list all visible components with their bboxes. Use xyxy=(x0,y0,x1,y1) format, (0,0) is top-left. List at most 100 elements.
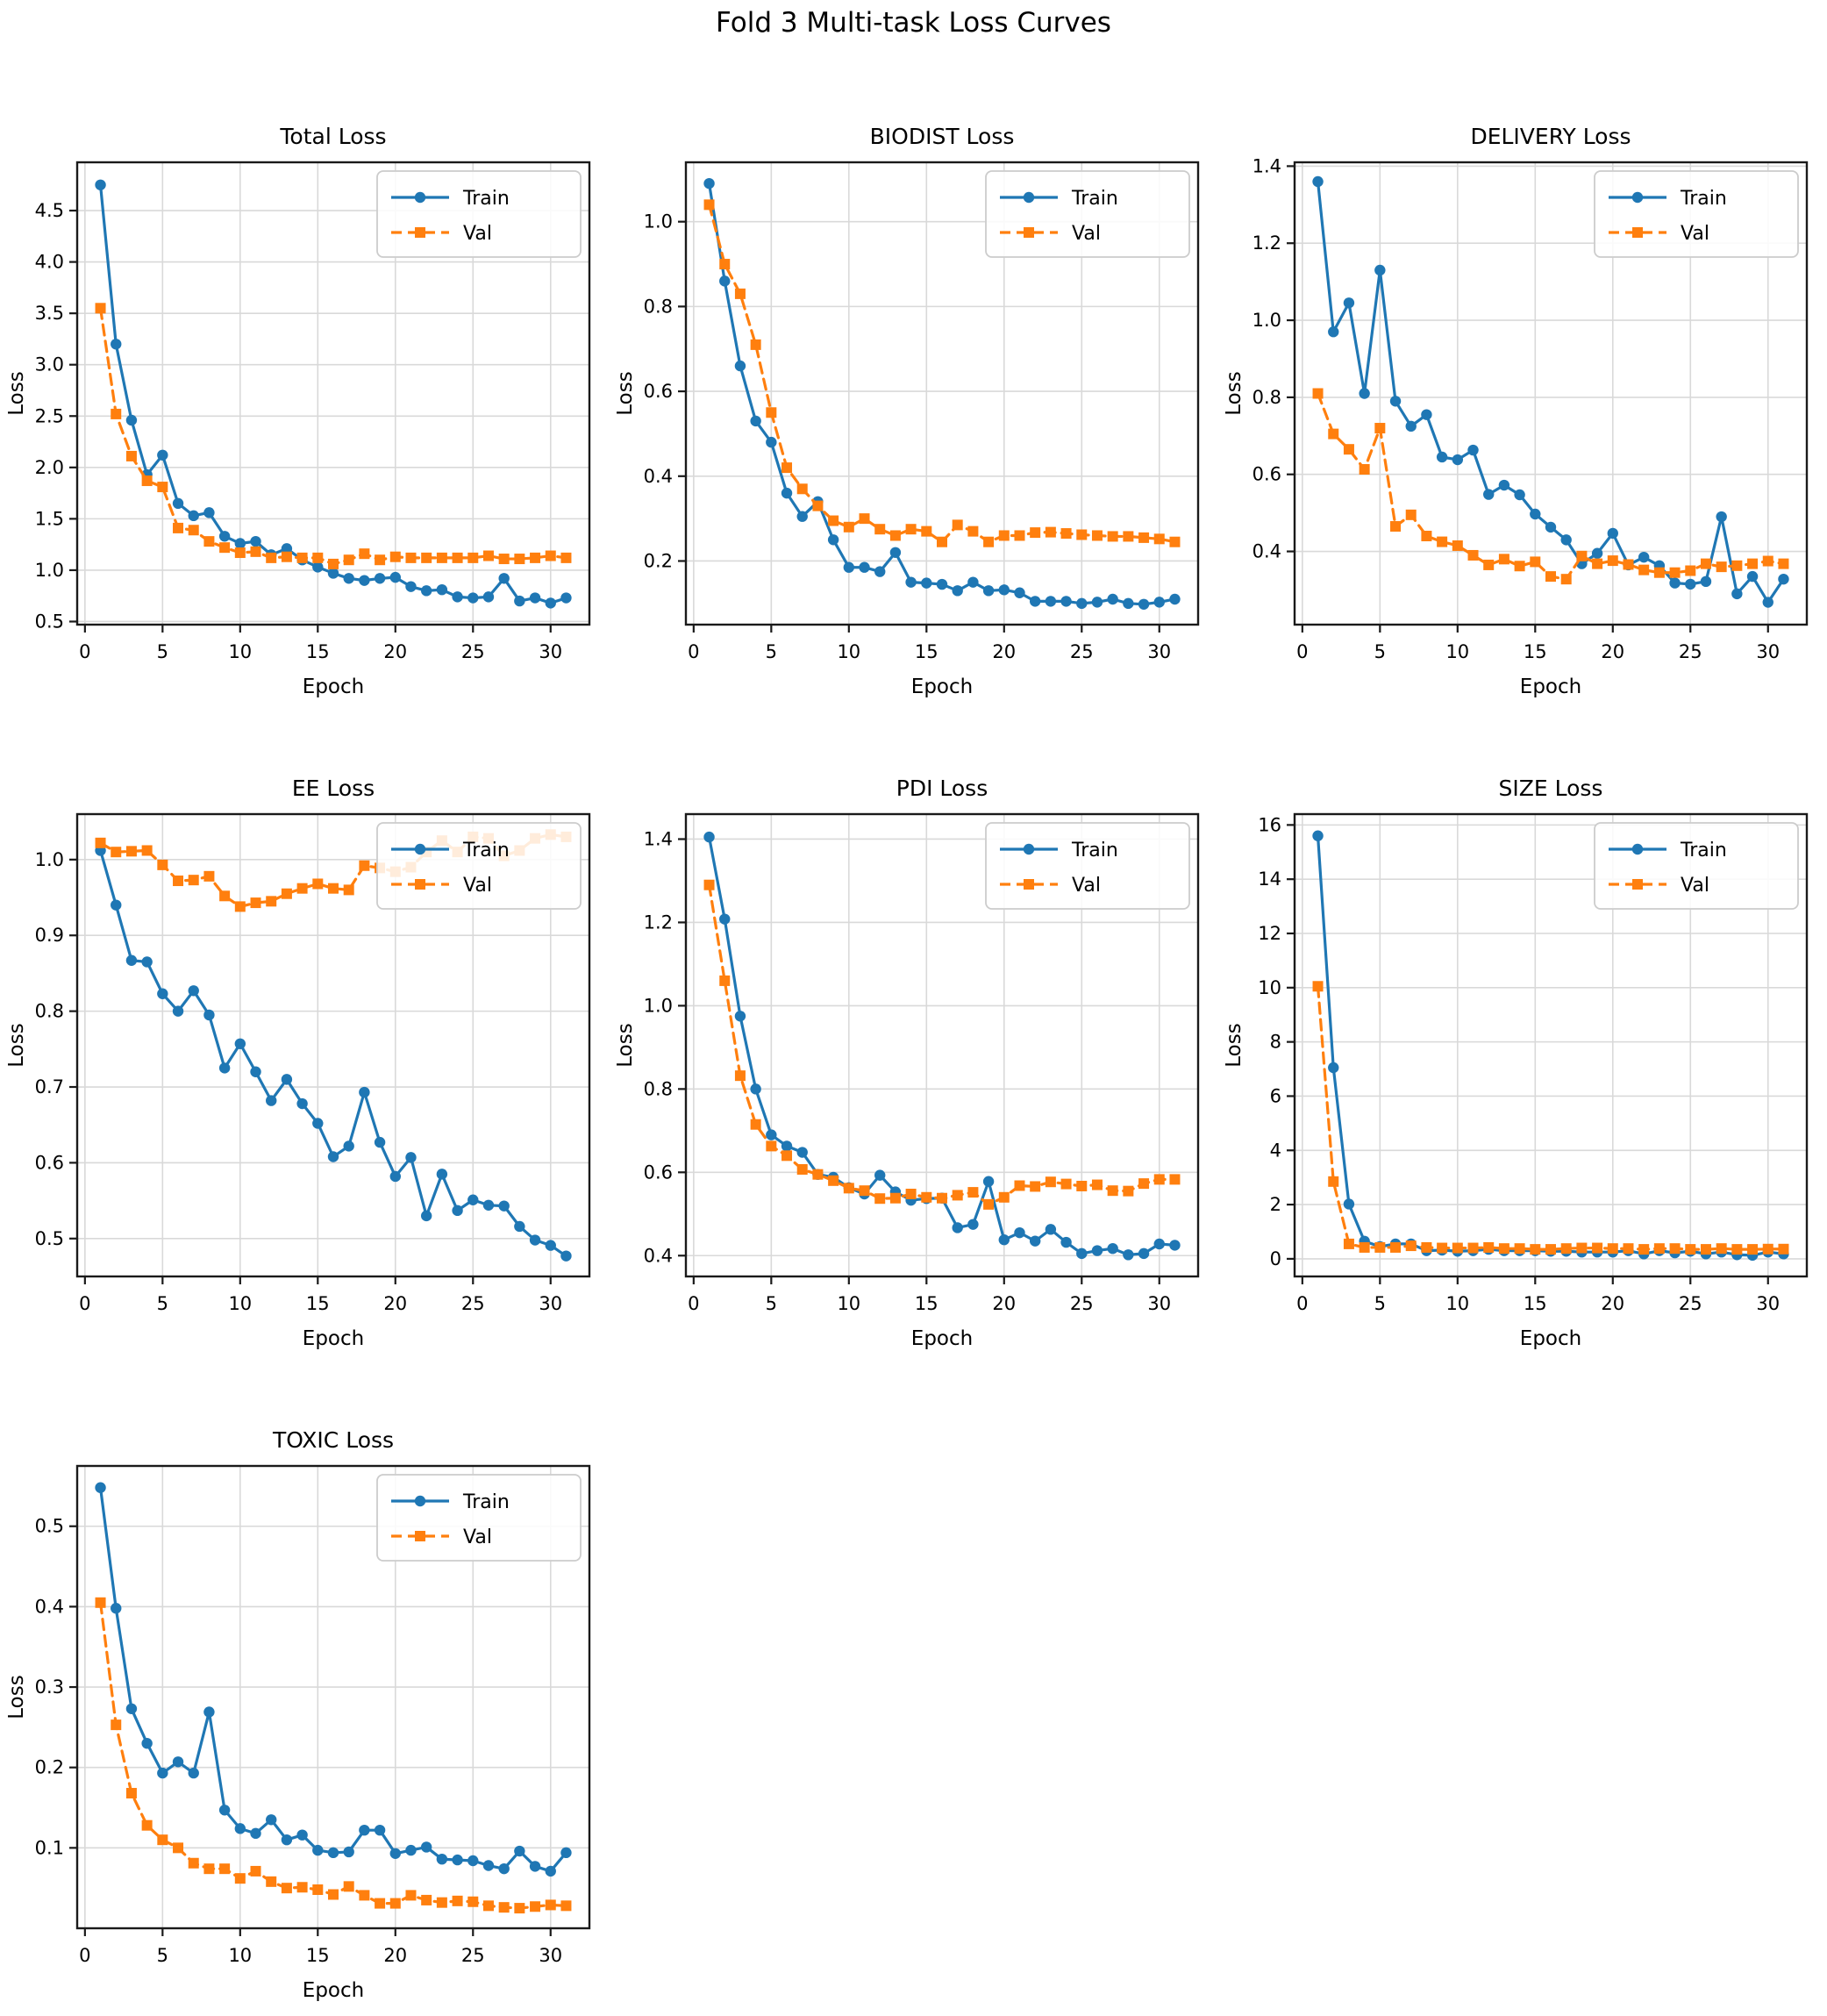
y-tick-label: 0 xyxy=(1270,1248,1281,1269)
series-train-marker xyxy=(766,436,777,448)
y-axis-label: Loss xyxy=(1223,1023,1245,1067)
legend-label: Val xyxy=(1681,223,1709,245)
series-train-marker xyxy=(141,956,153,968)
series-val-marker xyxy=(1467,1242,1479,1254)
y-tick-label: 0.6 xyxy=(1252,464,1281,485)
series-train-marker xyxy=(560,592,572,604)
series-train-marker xyxy=(1123,597,1134,610)
series-train-marker xyxy=(781,487,793,499)
axes-box xyxy=(684,812,1200,1278)
legend-label: Train xyxy=(462,188,510,210)
y-tick-label: 2.5 xyxy=(35,405,64,426)
series-val-marker xyxy=(1014,530,1025,541)
series-train-marker xyxy=(719,275,731,287)
series-train-marker xyxy=(327,568,339,579)
series-train-marker xyxy=(874,566,886,577)
series-val-marker xyxy=(1030,1181,1041,1192)
x-tick-label: 20 xyxy=(383,1945,407,1966)
legend-box xyxy=(985,822,1190,910)
series-val-marker xyxy=(328,558,339,569)
y-tick-label: 10 xyxy=(1258,977,1281,998)
series-val-marker xyxy=(482,1900,494,1912)
series-val-marker xyxy=(998,1191,1010,1203)
series-val-marker xyxy=(781,1150,793,1162)
x-tick-label: 5 xyxy=(157,1945,168,1966)
series-train-marker xyxy=(498,573,510,584)
series-train-marker xyxy=(111,339,122,350)
series-val-marker xyxy=(766,1140,777,1152)
series-val-marker xyxy=(952,519,963,531)
series-train-marker xyxy=(482,1199,495,1211)
legend-label: Val xyxy=(463,875,492,897)
series-train-marker xyxy=(312,1844,324,1856)
series-val-marker xyxy=(1045,1176,1056,1188)
series-train-marker xyxy=(250,1827,261,1840)
x-tick-label: 20 xyxy=(383,1293,407,1314)
series-train-marker xyxy=(750,415,761,427)
series-val-marker xyxy=(250,1865,261,1877)
series-val-marker xyxy=(1437,536,1448,547)
series-train-marker xyxy=(514,1220,525,1233)
chart-pdi-loss: 0 5 10 15 20 25 30 0.4 0.6 0.8 1.0 1.2 1.4 PDI Loss Ep… xyxy=(609,704,1217,1356)
series-train-marker xyxy=(1014,587,1025,598)
series-val-marker xyxy=(1700,558,1711,569)
series-train-marker xyxy=(1328,326,1339,338)
series-train-marker xyxy=(1138,598,1150,610)
y-tick-label: 8 xyxy=(1270,1032,1281,1053)
legend-val-marker xyxy=(415,879,425,890)
series-train-marker xyxy=(545,597,556,609)
axes-box xyxy=(684,161,1200,626)
series-val-marker xyxy=(1545,1244,1556,1255)
series-train-marker xyxy=(1153,1238,1165,1250)
series-val-marker xyxy=(750,1119,761,1130)
y-tick-label: 0.5 xyxy=(35,1516,64,1537)
x-tick-label: 25 xyxy=(1679,641,1702,662)
series-val-marker xyxy=(312,1884,324,1896)
series-train-marker xyxy=(1029,596,1041,607)
series-val-marker xyxy=(983,1198,995,1210)
series-val-marker xyxy=(1592,1242,1603,1254)
series-train-marker xyxy=(545,1865,556,1877)
y-axis-label: Loss xyxy=(5,1023,28,1067)
series-val-marker xyxy=(1685,565,1696,576)
y-tick-label: 12 xyxy=(1258,923,1281,944)
series-val-marker xyxy=(1153,1174,1165,1185)
series-val-marker xyxy=(983,536,995,547)
series-train-marker xyxy=(874,1169,886,1181)
y-tick-label: 6 xyxy=(1270,1085,1281,1106)
series-train-marker xyxy=(1169,1240,1181,1251)
x-tick-label: 20 xyxy=(383,641,407,662)
series-val-marker xyxy=(1076,1180,1088,1191)
series-val-marker xyxy=(234,901,246,912)
series-train-marker xyxy=(436,583,448,596)
series-val-marker xyxy=(1452,1242,1463,1254)
series-train-marker xyxy=(467,1855,479,1867)
series-val-marker xyxy=(95,303,106,314)
series-val-marker xyxy=(905,1188,917,1199)
series-train-marker xyxy=(827,534,839,546)
y-tick-label: 0.6 xyxy=(35,1152,64,1173)
series-val-marker xyxy=(843,1183,854,1194)
x-tick-label: 10 xyxy=(228,641,252,662)
chart-delivery-loss: 0 5 10 15 20 25 30 0.4 0.6 0.8 1.0 1.2 1.4 DELIVERY L… xyxy=(1217,53,1826,704)
series-val-marker xyxy=(1091,1179,1103,1190)
series-val-marker xyxy=(1607,555,1618,567)
series-train-marker xyxy=(1421,409,1432,420)
series-train-marker xyxy=(296,1097,308,1110)
series-val-marker xyxy=(1107,531,1118,542)
series-train-marker xyxy=(343,1846,354,1858)
series-train-marker xyxy=(843,561,855,573)
series-val-marker xyxy=(173,522,184,533)
series-train-marker xyxy=(1545,521,1557,533)
y-tick-label: 16 xyxy=(1258,814,1281,835)
legend-train-marker xyxy=(1631,843,1644,855)
series-val-marker xyxy=(405,1890,417,1901)
series-val-marker xyxy=(111,408,122,419)
legend-train-marker xyxy=(1023,843,1035,855)
legend-train-marker xyxy=(414,843,426,855)
series-train-marker xyxy=(482,591,495,603)
series-val-marker xyxy=(157,1834,168,1846)
series-train-marker xyxy=(405,1844,417,1856)
series-val-marker xyxy=(1343,444,1354,455)
loss-chart-svg: 0 5 10 15 20 25 30 0.4 0.6 0.8 1.0 1.2 1.4 PDI Loss Ep… xyxy=(614,776,1200,1350)
